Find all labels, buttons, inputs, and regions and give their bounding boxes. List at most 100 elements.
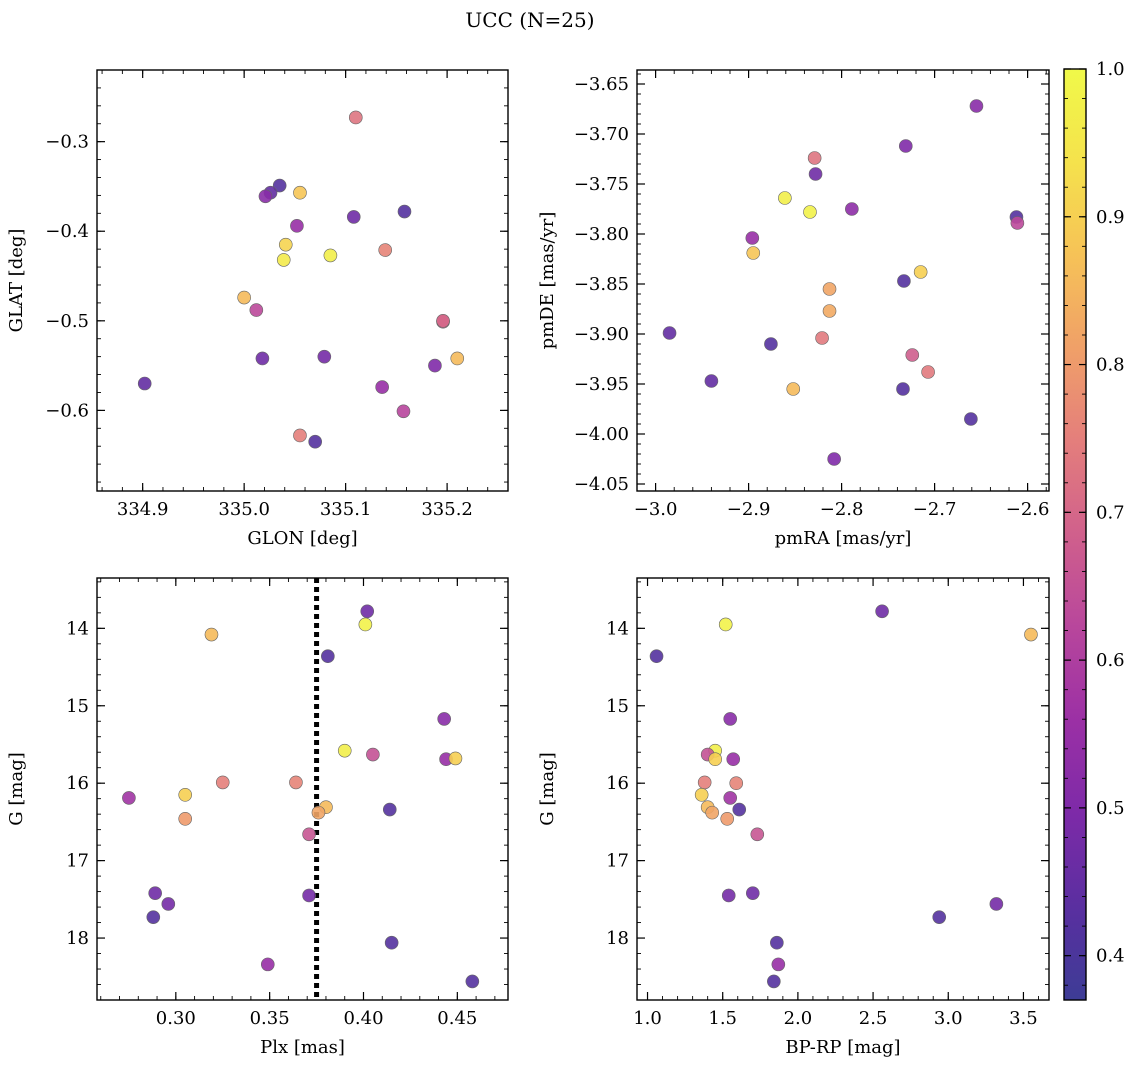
data-point — [989, 897, 1004, 911]
data-point — [448, 751, 463, 766]
colorbar-tick-label: 0.6 — [1096, 650, 1125, 671]
data-point — [913, 265, 928, 279]
data-point — [178, 788, 193, 802]
data-point — [396, 404, 411, 419]
data-point — [694, 788, 709, 802]
data-point — [293, 185, 307, 200]
data-point — [249, 303, 264, 317]
x-tick-label: −2.9 — [727, 499, 771, 520]
colorbar-tick-label: 0.4 — [1096, 946, 1125, 967]
data-point — [204, 627, 219, 642]
data-point — [822, 304, 837, 318]
x-tick-label: 0.45 — [437, 1008, 477, 1029]
data-point — [289, 775, 303, 790]
y-tick-label: 14 — [66, 618, 89, 639]
data-point — [897, 274, 911, 288]
data-point — [375, 380, 389, 394]
y-tick-label: −3.65 — [574, 74, 629, 95]
data-point — [465, 974, 480, 989]
colorbar-tick-label: 0.5 — [1096, 798, 1125, 819]
data-point — [778, 191, 792, 205]
data-point — [770, 935, 784, 950]
data-point — [278, 237, 293, 252]
data-point — [746, 246, 761, 260]
data-point — [384, 935, 399, 950]
data-point — [258, 189, 273, 204]
data-point — [969, 99, 984, 113]
data-point — [905, 348, 920, 362]
x-tick-label: 335.2 — [421, 499, 473, 520]
data-point — [898, 139, 913, 153]
data-point — [807, 151, 822, 165]
data-point — [932, 910, 947, 924]
panels: 334.9 335.0 335.1 335.2 −0.3 −0.4 −0.5 −0.6 GLON… — [6, 69, 1050, 1058]
data-point — [293, 428, 307, 443]
data-point — [146, 910, 161, 924]
data-point — [272, 178, 287, 193]
data-point — [137, 376, 152, 391]
data-point — [397, 204, 412, 219]
x-tick-label: −2.7 — [913, 499, 957, 520]
data-point — [321, 649, 335, 664]
data-point — [764, 337, 778, 351]
data-point — [161, 897, 176, 911]
data-point — [302, 888, 316, 903]
x-tick-label: 2.0 — [784, 1008, 813, 1029]
y-axis-label: GLAT [deg] — [6, 229, 27, 333]
data-point — [808, 167, 823, 181]
colorbar-tick-label: 0.9 — [1096, 207, 1125, 228]
data-point — [308, 434, 322, 449]
data-point — [382, 802, 397, 817]
data-point — [1024, 627, 1038, 642]
x-tick-label: 2.5 — [859, 1008, 888, 1029]
colorbar: 0.4 0.5 0.6 0.7 0.8 0.9 1.0 — [1063, 59, 1125, 1001]
data-point — [704, 374, 719, 388]
data-point — [815, 331, 829, 345]
y-tick-label: 18 — [606, 928, 629, 949]
plot-frame — [636, 69, 1050, 492]
y-tick-label: −4.00 — [574, 424, 629, 445]
x-axis-label: BP-RP [mag] — [785, 1037, 900, 1058]
x-tick-label: −2.8 — [820, 499, 864, 520]
x-tick-label: 0.30 — [156, 1008, 196, 1029]
data-point — [827, 452, 841, 466]
data-point — [896, 382, 910, 396]
figure-title: UCC (N=25) — [465, 8, 594, 32]
panel-pmra-pmde: −3.0 −2.9 −2.8 −2.7 −2.6 −3.65 −3.70 −3.75 −3.80… — [537, 69, 1050, 549]
colorbar-gradient — [1064, 69, 1086, 1000]
x-axis-label: pmRA [mas/yr] — [775, 528, 912, 549]
x-tick-label: −3.0 — [634, 499, 678, 520]
data-point — [1010, 216, 1025, 230]
y-tick-label: −3.75 — [574, 174, 629, 195]
data-point — [450, 351, 465, 366]
panel-glon-glat: 334.9 335.0 335.1 335.2 −0.3 −0.4 −0.5 −0.6 GLON… — [6, 69, 509, 549]
colorbar-tick-label: 1.0 — [1096, 59, 1125, 80]
data-point — [771, 957, 786, 972]
data-point — [337, 743, 352, 758]
data-point — [726, 752, 741, 766]
data-point — [649, 649, 664, 664]
colorbar-tick-label: 0.7 — [1096, 502, 1125, 523]
data-point — [822, 282, 837, 296]
data-point — [178, 812, 193, 826]
y-tick-label: 17 — [606, 851, 629, 872]
data-point — [317, 349, 332, 364]
y-tick-label: −3.80 — [574, 224, 629, 245]
y-tick-label: −3.95 — [574, 374, 629, 395]
data-point — [718, 617, 733, 632]
data-point — [255, 351, 270, 366]
data-point — [720, 812, 735, 826]
data-point — [697, 775, 712, 790]
y-tick-label: 14 — [606, 618, 629, 639]
y-tick-label: −0.4 — [45, 221, 89, 242]
y-tick-label: 15 — [66, 696, 89, 717]
data-point — [745, 886, 760, 900]
x-tick-label: 334.9 — [117, 499, 169, 520]
data-point — [786, 382, 801, 396]
y-tick-label: −3.70 — [574, 124, 629, 145]
x-axis-label: Plx [mas] — [260, 1037, 345, 1058]
data-point — [148, 886, 162, 900]
data-point — [750, 827, 765, 842]
data-point — [276, 253, 291, 267]
